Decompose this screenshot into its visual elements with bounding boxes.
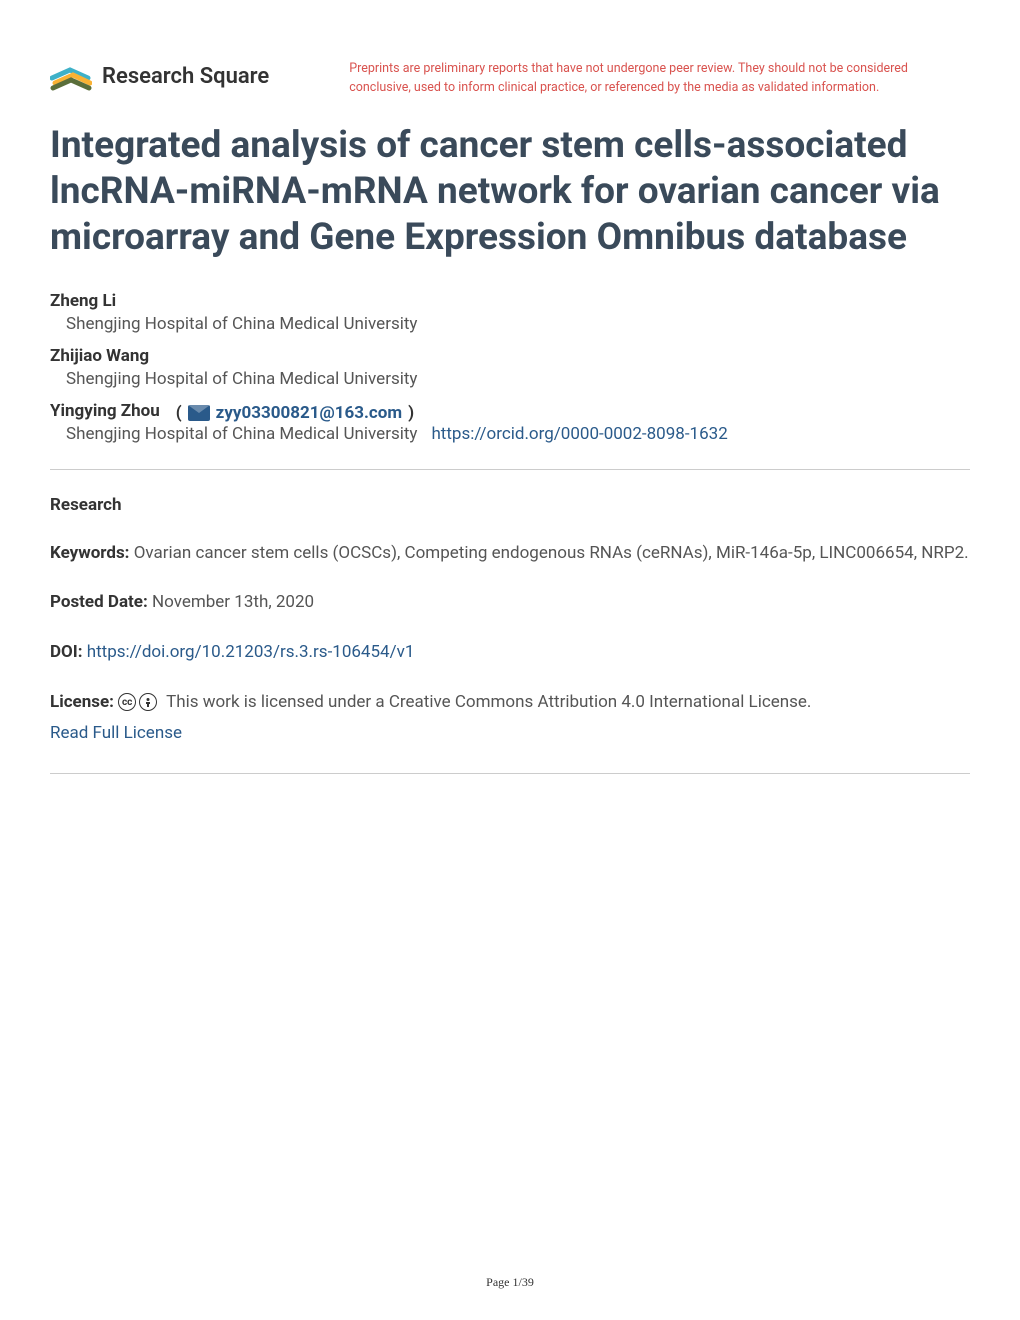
keywords-text: Ovarian cancer stem cells (OCSCs), Compe…: [134, 543, 969, 563]
doi-label: DOI:: [50, 642, 83, 662]
posted-date-label: Posted Date:: [50, 592, 148, 612]
page-number: Page 1/39: [486, 1275, 534, 1290]
read-license-link[interactable]: Read Full License: [50, 719, 970, 748]
orcid-link[interactable]: https://orcid.org/0000-0002-8098-1632: [421, 424, 727, 444]
authors-section: Zheng Li Shengjing Hospital of China Med…: [50, 291, 970, 444]
divider: [50, 773, 970, 774]
logo-container: Research Square: [50, 60, 269, 92]
article-type: Research: [50, 495, 970, 515]
close-paren: ): [408, 403, 414, 423]
author-block: Yingying Zhou ( zyy03300821@163.com ) Sh…: [50, 401, 970, 444]
keywords-row: Keywords: Ovarian cancer stem cells (OCS…: [50, 540, 970, 567]
author-name: Zheng Li: [50, 291, 970, 311]
author-name: Zhijiao Wang: [50, 346, 970, 366]
license-label: License:: [50, 692, 114, 712]
license-row: License: cc This work is licensed under …: [50, 688, 970, 748]
author-email-link[interactable]: zyy03300821@163.com: [216, 403, 402, 423]
cc-icon: cc: [118, 693, 136, 711]
research-square-logo-icon: [50, 60, 92, 92]
license-icons: cc: [118, 693, 157, 711]
open-paren: (: [176, 403, 182, 423]
logo-text: Research Square: [102, 64, 269, 89]
author-block: Zhijiao Wang Shengjing Hospital of China…: [50, 346, 970, 389]
author-affiliation: Shengjing Hospital of China Medical Univ…: [50, 369, 970, 389]
author-affiliation: Shengjing Hospital of China Medical Univ…: [50, 314, 970, 334]
article-title: Integrated analysis of cancer stem cells…: [50, 123, 970, 262]
posted-date-row: Posted Date: November 13th, 2020: [50, 589, 970, 616]
posted-date-text: November 13th, 2020: [152, 592, 314, 612]
doi-row: DOI: https://doi.org/10.21203/rs.3.rs-10…: [50, 639, 970, 666]
keywords-label: Keywords:: [50, 543, 129, 563]
license-text: This work is licensed under a Creative C…: [166, 692, 811, 712]
author-affiliation: Shengjing Hospital of China Medical Univ…: [50, 424, 417, 444]
author-name: Yingying Zhou: [50, 401, 160, 421]
author-block: Zheng Li Shengjing Hospital of China Med…: [50, 291, 970, 334]
email-icon: [188, 405, 210, 421]
by-icon: [139, 693, 157, 711]
divider: [50, 469, 970, 470]
doi-link[interactable]: https://doi.org/10.21203/rs.3.rs-106454/…: [87, 642, 415, 662]
preprint-disclaimer: Preprints are preliminary reports that h…: [349, 60, 970, 98]
